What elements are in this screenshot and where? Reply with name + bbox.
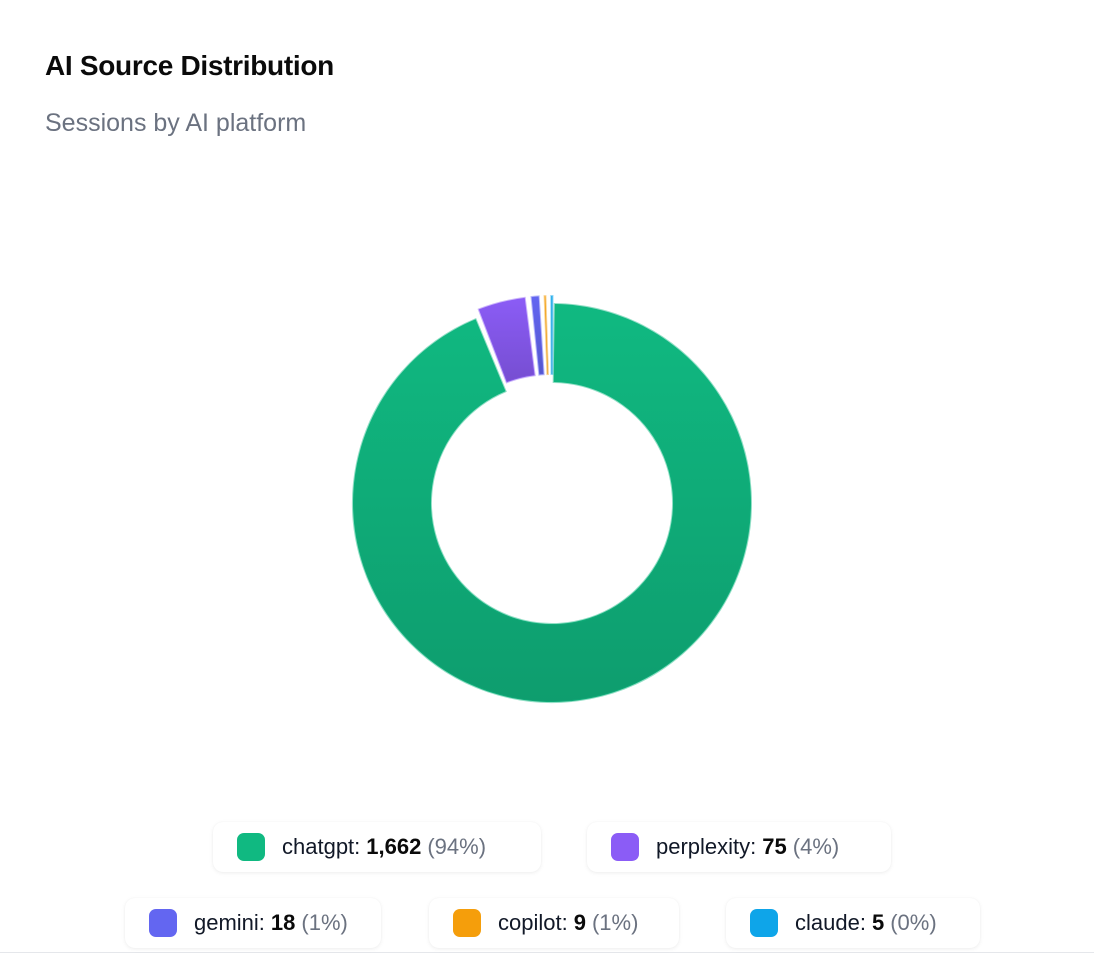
legend-swatch-gemini: [149, 909, 177, 937]
legend-label: copilot:: [498, 910, 568, 935]
donut-chart: [352, 295, 752, 703]
legend-swatch-copilot: [453, 909, 481, 937]
legend-value: 75: [762, 834, 787, 859]
legend-label: chatgpt:: [282, 834, 361, 859]
legend-value: 5: [871, 910, 885, 935]
legend-item-perplexity[interactable]: perplexity: 75 (4%): [587, 822, 891, 872]
slice-perplexity[interactable]: [477, 296, 536, 384]
legend-swatch-chatgpt: [237, 833, 265, 861]
legend-item-copilot[interactable]: copilot: 9 (1%): [429, 898, 679, 948]
legend-item-gemini[interactable]: gemini: 18 (1%): [125, 898, 381, 948]
legend-swatch-perplexity: [611, 833, 639, 861]
legend-percent: (4%): [792, 834, 840, 859]
slice-chatgpt[interactable]: [352, 303, 752, 703]
legend-item-chatgpt[interactable]: chatgpt: 1,662 (94%): [213, 822, 541, 872]
slice-gemini[interactable]: [530, 295, 545, 376]
legend-percent: (1%): [591, 910, 639, 935]
legend-label: claude:: [795, 910, 866, 935]
legend-percent: (0%): [890, 910, 937, 935]
legend-label: gemini:: [194, 910, 265, 935]
legend-percent: (94%): [427, 834, 487, 859]
legend-value: 18: [270, 910, 296, 935]
legend-label: perplexity:: [656, 834, 757, 859]
slice-claude[interactable]: [550, 295, 554, 376]
chart-title: AI Source Distribution: [45, 50, 334, 81]
legend-item-claude[interactable]: claude: 5 (0%): [726, 898, 980, 948]
slice-copilot[interactable]: [543, 295, 549, 376]
legend-swatch-claude: [750, 909, 778, 937]
legend-percent: (1%): [301, 910, 348, 935]
legend-value: 9: [573, 910, 586, 935]
legend-value: 1,662: [366, 834, 422, 859]
chart-subtitle: Sessions by AI platform: [45, 109, 307, 137]
